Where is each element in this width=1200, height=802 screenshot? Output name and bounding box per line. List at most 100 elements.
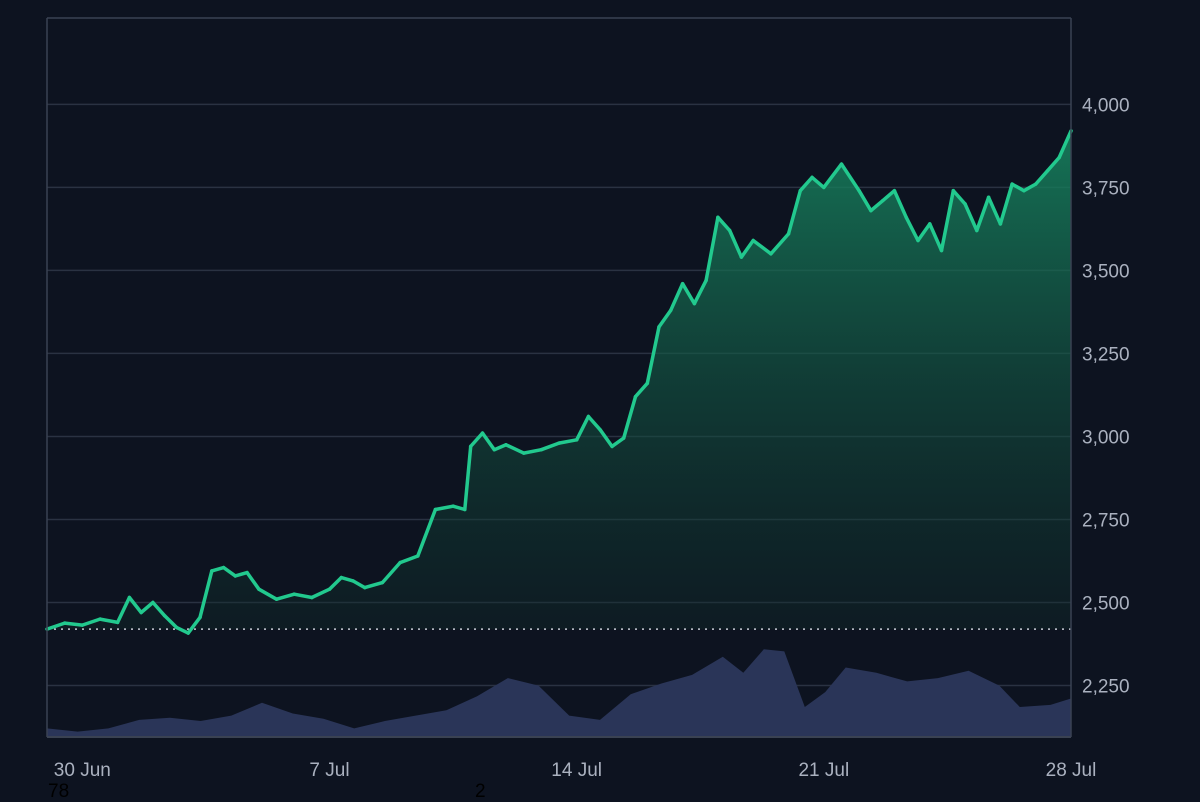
price-segment <box>504 443 526 455</box>
y-tick-label: 2,250 <box>1082 677 1130 698</box>
price-segment <box>657 308 673 329</box>
price-segment <box>645 325 661 386</box>
price-segment <box>857 188 873 213</box>
price-segment <box>727 228 744 259</box>
price-segment <box>839 162 861 193</box>
x-tick-label: 14 Jul <box>551 760 602 781</box>
price-segment <box>398 554 420 565</box>
price-segment <box>751 238 773 256</box>
price-segment <box>586 414 602 432</box>
price-segment <box>951 188 967 206</box>
price-segment <box>174 625 190 635</box>
price-segment <box>1010 182 1026 193</box>
price-segment <box>80 617 102 627</box>
price-segment <box>98 617 120 625</box>
price-segment <box>892 188 908 220</box>
price-segment <box>221 565 238 578</box>
price-segment <box>233 570 249 578</box>
price-segment <box>822 162 844 190</box>
y-tick-label: 3,750 <box>1082 178 1130 199</box>
y-axis-ticks: 2,250 2,500 2,750 3,000 3,250 3,500 3,750 4,000 <box>1082 95 1130 697</box>
price-line <box>45 129 1073 635</box>
price-segment <box>669 281 685 312</box>
volume-fill <box>47 649 1071 737</box>
y-tick-label: 4,000 <box>1082 95 1130 116</box>
x-tick-label: 28 Jul <box>1046 760 1097 781</box>
price-segment <box>692 278 708 306</box>
y-tick-label: 2,500 <box>1082 593 1130 614</box>
price-segment <box>468 431 485 449</box>
price-segment <box>245 570 261 591</box>
price-segment <box>162 614 179 630</box>
price-segment <box>739 238 755 259</box>
price-segment <box>880 188 897 203</box>
price-segment <box>492 443 508 452</box>
price-segment <box>1022 182 1038 193</box>
price-segment <box>198 569 214 620</box>
price-segment <box>1033 169 1050 186</box>
x-tick-label: 21 Jul <box>798 760 849 781</box>
price-segment <box>463 444 473 512</box>
price-segment <box>210 565 226 573</box>
x-axis-ticks: 30 Jun 7 Jul 14 Jul 21 Jul 28 Jul <box>54 760 1097 781</box>
price-segment <box>963 202 979 233</box>
y-tick-label: 3,500 <box>1082 261 1130 282</box>
x-tick-label: 30 Jun <box>54 760 111 781</box>
price-segment <box>598 428 614 449</box>
price-segment <box>274 592 296 601</box>
price-segment <box>786 188 803 236</box>
price-segment <box>986 195 1003 226</box>
price-segment <box>45 621 67 631</box>
price-segment <box>539 441 561 452</box>
price-segment <box>769 232 791 256</box>
price-segment <box>62 621 85 627</box>
y-tick-label: 3,250 <box>1082 344 1130 365</box>
price-segment <box>257 587 279 601</box>
price-segment <box>186 615 202 635</box>
price-segment <box>451 504 467 512</box>
price-segment <box>521 447 544 455</box>
plot-frame <box>46 17 1072 738</box>
price-segment <box>716 215 732 233</box>
price-segment <box>380 560 402 585</box>
stray-label-mid: 2 <box>475 781 486 802</box>
y-tick-label: 3,000 <box>1082 427 1130 448</box>
price-segment <box>310 587 332 600</box>
price-segment <box>151 600 167 618</box>
price-segment <box>292 592 314 600</box>
stray-label-left: 78 <box>48 781 70 802</box>
price-segment <box>904 215 920 243</box>
price-segment <box>975 195 991 233</box>
price-area-fill <box>47 130 1071 634</box>
price-segment <box>869 198 885 213</box>
price-segment <box>810 175 826 190</box>
price-segment <box>139 600 155 615</box>
price-segment <box>1045 155 1061 173</box>
price-segment <box>416 507 438 558</box>
price-segment <box>339 575 355 583</box>
price-segment <box>351 579 367 590</box>
price-segment <box>610 436 626 449</box>
price-segment <box>557 438 579 445</box>
x-tick-label: 7 Jul <box>309 760 349 781</box>
price-segment <box>704 215 720 283</box>
price-segment <box>680 281 697 306</box>
price-segment <box>115 595 132 625</box>
price-segment <box>480 431 497 452</box>
price-segment <box>633 381 650 399</box>
price-segment <box>327 575 344 591</box>
price-segment <box>928 222 944 253</box>
price-segment <box>998 182 1014 226</box>
price-segment <box>127 595 143 615</box>
price-segment <box>939 188 956 253</box>
price-segment <box>363 580 385 590</box>
price-segment <box>798 175 814 193</box>
price-segment <box>433 504 455 512</box>
price-segment <box>574 414 591 442</box>
price-segment <box>621 394 638 440</box>
price-segment <box>916 222 932 243</box>
price-segment <box>1057 129 1073 160</box>
y-tick-label: 2,750 <box>1082 510 1130 531</box>
price-area <box>47 130 1071 634</box>
